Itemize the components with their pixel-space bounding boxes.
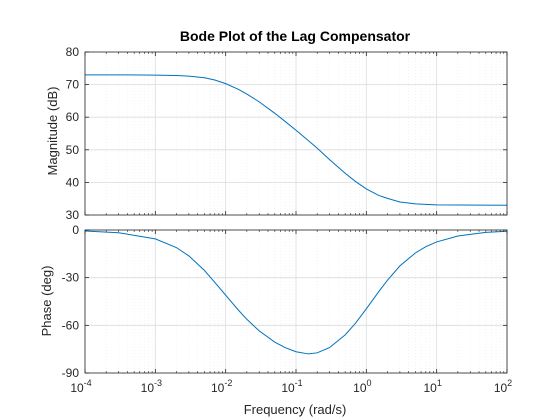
phase-xtick-exponent: 1 [437, 378, 442, 388]
magnitude-ytick-label: 40 [66, 175, 80, 189]
magnitude-response-line [85, 74, 508, 206]
phase-ylabel: Phase (deg) [39, 266, 54, 337]
phase-xtick-exponent: -2 [224, 378, 232, 388]
magnitude-ytick-label: 70 [66, 78, 80, 92]
phase-ytick-label: 0 [72, 223, 79, 237]
magnitude-ytick-label: 80 [66, 45, 80, 59]
magnitude-ylabel: Magnitude (dB) [45, 87, 60, 176]
magnitude-axes: 30 40 50 60 70 80 [66, 45, 508, 222]
frequency-xlabel: Frequency (rad/s) [244, 402, 347, 417]
phase-ytick-label: -90 [62, 366, 80, 380]
magnitude-ytick-label: 30 [66, 208, 80, 222]
phase-xtick-exponent: -4 [84, 378, 92, 388]
phase-xtick-exponent: 2 [507, 378, 512, 388]
phase-response-line [84, 230, 508, 355]
phase-xtick-exponent: -1 [295, 378, 303, 388]
phase-xtick-exponent: -3 [154, 378, 162, 388]
phase-ytick-label: -30 [62, 271, 80, 285]
phase-ytick-label: -60 [62, 318, 80, 332]
chart-title: Bode Plot of the Lag Compensator [180, 28, 411, 44]
magnitude-ytick-label: 60 [66, 110, 80, 124]
phase-xtick-exponent: 0 [367, 378, 372, 388]
magnitude-ytick-label: 50 [66, 143, 80, 157]
